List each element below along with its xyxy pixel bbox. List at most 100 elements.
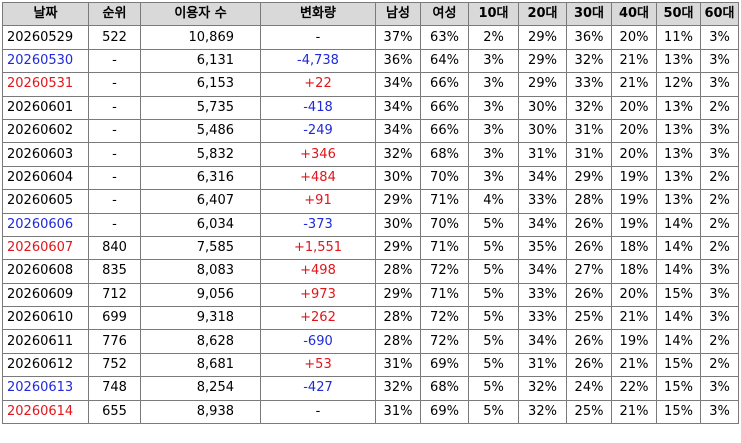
cell-female: 71%	[420, 235, 469, 261]
cell-male: 34%	[375, 95, 421, 120]
cell-age-30s: 26%	[566, 352, 612, 378]
cell-age-10s: 4%	[468, 189, 519, 214]
cell-age-10s: 3%	[468, 118, 519, 144]
cell-age-30s: 32%	[566, 95, 612, 120]
cell-rank: 776	[88, 329, 141, 354]
cell-change: +346	[260, 142, 376, 167]
cell-male: 29%	[375, 235, 421, 261]
cell-age-40s: 22%	[611, 376, 657, 401]
header-female[interactable]: 여성	[420, 1, 469, 27]
table-row: 20260612 752 8,681 +53 31% 69% 5% 31% 26% 21% 15% 2…	[2, 352, 739, 378]
cell-female: 72%	[420, 306, 469, 331]
table-row: 20260611 776 8,628 -690 28% 72% 5% 34% 26% 19% 14%…	[2, 329, 739, 354]
cell-rank: -	[88, 189, 141, 214]
cell-rank: -	[88, 212, 141, 237]
cell-age-10s: 5%	[468, 212, 519, 237]
cell-users: 5,735	[140, 95, 261, 120]
cell-female: 71%	[420, 189, 469, 214]
cell-male: 30%	[375, 165, 421, 191]
header-age-40s[interactable]: 40대	[611, 1, 657, 27]
header-age-60s[interactable]: 60대	[700, 1, 739, 27]
cell-rank: 655	[88, 399, 141, 425]
cell-age-50s: 14%	[656, 306, 701, 331]
cell-age-60s: 2%	[700, 189, 739, 214]
cell-age-20s: 29%	[518, 72, 567, 97]
cell-date: 20260603	[2, 142, 89, 167]
cell-rank: -	[88, 142, 141, 167]
cell-female: 68%	[420, 376, 469, 401]
cell-age-60s: 3%	[700, 72, 739, 97]
cell-male: 28%	[375, 306, 421, 331]
cell-change: -427	[260, 376, 376, 401]
cell-change: +22	[260, 72, 376, 97]
table-row: 20260605-6,407 +91 29% 71% 4% 33% 28% 19% 13% 2%	[2, 189, 739, 214]
header-date[interactable]: 날짜	[2, 1, 89, 27]
cell-female: 66%	[420, 95, 469, 120]
cell-age-10s: 5%	[468, 306, 519, 331]
cell-date: 20260610	[2, 306, 89, 331]
cell-date: 20260614	[2, 399, 89, 425]
cell-age-30s: 32%	[566, 48, 612, 74]
cell-age-50s: 13%	[656, 189, 701, 214]
cell-date: 20260607	[2, 235, 89, 261]
cell-age-30s: 24%	[566, 376, 612, 401]
header-users[interactable]: 이용자 수	[140, 1, 261, 27]
cell-age-60s: 2%	[700, 235, 739, 261]
cell-age-20s: 34%	[518, 259, 567, 284]
header-age-50s[interactable]: 50대	[656, 1, 701, 27]
cell-female: 64%	[420, 48, 469, 74]
cell-male: 34%	[375, 118, 421, 144]
cell-male: 36%	[375, 48, 421, 74]
table-row: 20260531-6,153 +22 34% 66% 3% 29% 33% 21% 12% 3%	[2, 72, 739, 97]
cell-age-10s: 5%	[468, 329, 519, 354]
header-age-20s[interactable]: 20대	[518, 1, 567, 27]
cell-date: 20260530	[2, 48, 89, 74]
cell-change: -249	[260, 118, 376, 144]
cell-users: 10,869	[140, 25, 261, 50]
cell-users: 6,131	[140, 48, 261, 74]
cell-female: 72%	[420, 329, 469, 354]
cell-age-60s: 2%	[700, 165, 739, 191]
cell-rank: -	[88, 118, 141, 144]
cell-change: +1,551	[260, 235, 376, 261]
cell-rank: 840	[88, 235, 141, 261]
cell-date: 20260609	[2, 282, 89, 308]
cell-users: 9,318	[140, 306, 261, 331]
header-male[interactable]: 남성	[375, 1, 421, 27]
cell-male: 31%	[375, 352, 421, 378]
cell-female: 63%	[420, 25, 469, 50]
cell-users: 6,034	[140, 212, 261, 237]
cell-male: 32%	[375, 376, 421, 401]
table-row: 20260529 522 10,869-37% 63% 2% 29% 36% 20% 11% 3%	[2, 25, 739, 50]
cell-male: 29%	[375, 189, 421, 214]
table-row: 20260530-6,131 -4,738 36% 64% 3% 29% 32% 21% 13%…	[2, 48, 739, 74]
header-change[interactable]: 변화량	[260, 1, 376, 27]
cell-age-60s: 3%	[700, 399, 739, 425]
cell-age-50s: 14%	[656, 329, 701, 354]
cell-rank: 712	[88, 282, 141, 308]
cell-age-60s: 2%	[700, 329, 739, 354]
cell-age-30s: 31%	[566, 118, 612, 144]
table-row: 20260608 835 8,083 +498 28% 72% 5% 34% 27% 18% 14%…	[2, 259, 739, 284]
cell-age-50s: 14%	[656, 259, 701, 284]
header-age-10s[interactable]: 10대	[468, 1, 519, 27]
cell-age-20s: 29%	[518, 48, 567, 74]
cell-age-60s: 3%	[700, 142, 739, 167]
cell-age-40s: 20%	[611, 118, 657, 144]
cell-age-40s: 19%	[611, 165, 657, 191]
cell-age-10s: 3%	[468, 95, 519, 120]
cell-age-50s: 15%	[656, 376, 701, 401]
cell-rank: -	[88, 165, 141, 191]
cell-age-40s: 18%	[611, 259, 657, 284]
cell-age-40s: 20%	[611, 282, 657, 308]
header-rank[interactable]: 순위	[88, 1, 141, 27]
cell-date: 20260601	[2, 95, 89, 120]
header-age-30s[interactable]: 30대	[566, 1, 612, 27]
cell-age-60s: 3%	[700, 118, 739, 144]
cell-age-30s: 26%	[566, 212, 612, 237]
cell-date: 20260604	[2, 165, 89, 191]
cell-users: 8,083	[140, 259, 261, 284]
cell-change: +484	[260, 165, 376, 191]
cell-age-30s: 36%	[566, 25, 612, 50]
cell-male: 34%	[375, 72, 421, 97]
